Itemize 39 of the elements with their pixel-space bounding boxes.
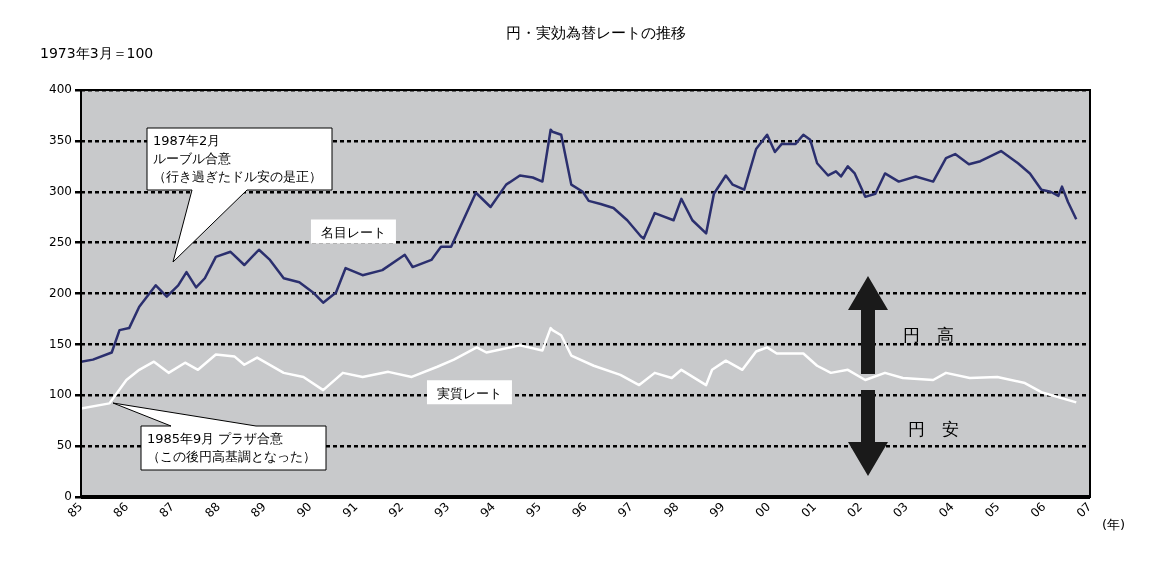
x-tick-label: 03 bbox=[890, 499, 911, 521]
x-tick-label: 86 bbox=[110, 499, 132, 521]
annotation: 1987年2月ルーブル合意（行き過ぎたドル安の是正） bbox=[153, 132, 322, 186]
x-tick-label: 06 bbox=[1027, 499, 1049, 521]
x-tick-label: 04 bbox=[936, 499, 957, 521]
x-tick-label: 91 bbox=[339, 499, 361, 521]
x-tick-label: 02 bbox=[844, 499, 866, 521]
y-tick-label: 350 bbox=[49, 133, 72, 147]
x-tick-label: 95 bbox=[523, 499, 544, 521]
chart-subtitle: 1973年3月＝100 bbox=[40, 45, 154, 61]
y-tick-label: 150 bbox=[49, 336, 72, 351]
series-label: 名目レート bbox=[320, 225, 386, 241]
y-tick-label: 300 bbox=[49, 183, 72, 198]
series-label: 実質レート bbox=[436, 386, 502, 402]
y-tick-label: 250 bbox=[49, 234, 72, 249]
x-tick-label: 99 bbox=[706, 499, 728, 521]
x-tick-label: 94 bbox=[477, 499, 499, 521]
chart-title: 円・実効為替レートの推移 bbox=[505, 24, 686, 42]
y-tick-label: 100 bbox=[49, 387, 72, 402]
annotation: 1985年9月 プラザ合意（この後円高基調となった） bbox=[147, 430, 316, 466]
x-tick-label: 90 bbox=[293, 499, 315, 521]
y-tick-label: 200 bbox=[49, 285, 72, 300]
x-axis-title: (年) bbox=[1102, 517, 1126, 532]
x-tick-label: 87 bbox=[156, 499, 178, 521]
y-tick-label: 50 bbox=[56, 438, 72, 453]
x-tick-label: 93 bbox=[431, 499, 453, 521]
x-tick-label: 92 bbox=[385, 499, 407, 521]
x-tick-label: 01 bbox=[798, 499, 820, 521]
x-tick-label: 05 bbox=[981, 499, 1003, 521]
annotation: 円 高 bbox=[903, 325, 954, 345]
x-tick-label: 97 bbox=[614, 499, 636, 521]
x-tick-label: 96 bbox=[569, 499, 590, 521]
x-tick-label: 07 bbox=[1073, 499, 1095, 521]
x-tick-label: 00 bbox=[752, 499, 774, 521]
annotation: 円 安 bbox=[908, 419, 959, 439]
x-tick-label: 88 bbox=[202, 499, 223, 521]
x-tick-label: 98 bbox=[660, 499, 682, 521]
y-tick-label: 400 bbox=[49, 82, 72, 97]
x-tick-label: 89 bbox=[248, 499, 269, 521]
